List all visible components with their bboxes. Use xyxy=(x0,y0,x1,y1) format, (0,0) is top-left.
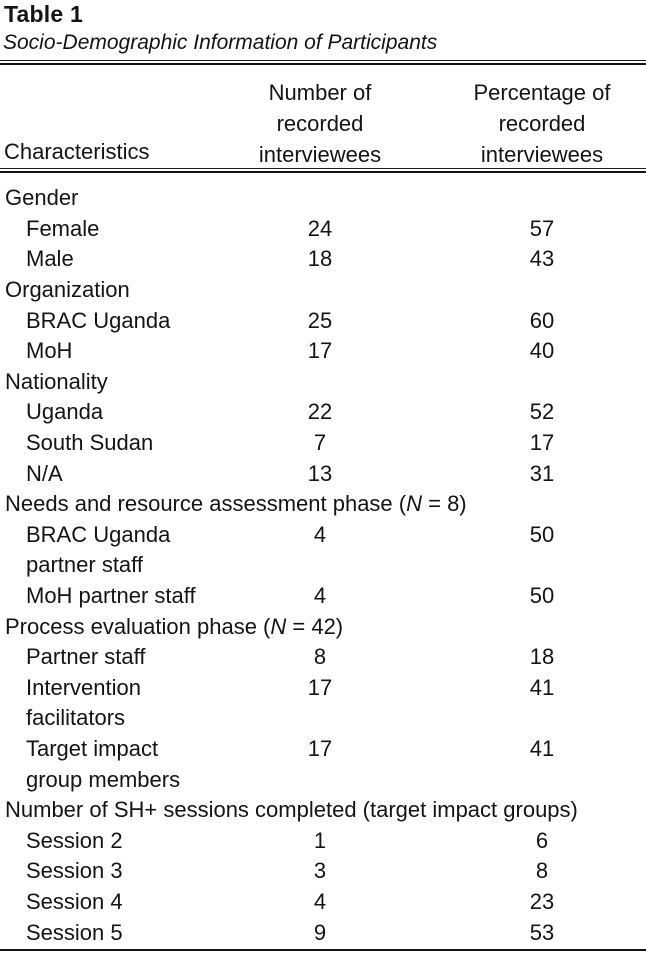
row-label: BRAC Uganda xyxy=(26,521,171,547)
row-label: Session 4 xyxy=(26,888,123,914)
row-label: Session 2 xyxy=(26,827,123,853)
row-label: facilitators xyxy=(26,705,126,731)
table-subtitle: Socio-Demographic Information of Partici… xyxy=(3,31,438,54)
cell-number-of-interviewees: 1 xyxy=(313,827,327,853)
row-label: N/A xyxy=(26,460,63,486)
table-row: MoH partner staff 4 50 xyxy=(0,581,646,612)
table-row: facilitators xyxy=(0,703,646,734)
row-label: Female xyxy=(26,215,100,241)
cell-number-of-interviewees: 17 xyxy=(307,674,333,700)
cell-percentage-of-interviewees: 41 xyxy=(529,674,555,700)
table-row: MoH 17 40 xyxy=(0,336,646,367)
cell-number-of-interviewees: 4 xyxy=(313,583,327,609)
table-header-rule xyxy=(0,168,646,173)
table-top-rule xyxy=(0,60,646,65)
table-row: South Sudan 7 17 xyxy=(0,428,646,459)
row-label: Session 3 xyxy=(26,858,123,884)
cell-number-of-interviewees: 18 xyxy=(307,246,333,272)
cell-percentage-of-interviewees: 18 xyxy=(529,644,555,670)
section-row: Organization xyxy=(0,275,646,306)
section-row: Number of SH+ sessions completed (target… xyxy=(0,795,646,826)
row-label: Organization xyxy=(5,277,130,303)
cell-number-of-interviewees: 9 xyxy=(313,919,327,945)
table-row: Male 18 43 xyxy=(0,244,646,275)
row-label: MoH partner staff xyxy=(26,583,196,609)
cell-number-of-interviewees: 17 xyxy=(307,338,333,364)
cell-percentage-of-interviewees: 50 xyxy=(529,583,555,609)
cell-percentage-of-interviewees: 17 xyxy=(529,430,555,456)
table-row: BRAC Uganda 25 60 xyxy=(0,305,646,336)
table-row: N/A 13 31 xyxy=(0,458,646,489)
section-row: Process evaluation phase (N = 42) xyxy=(0,611,646,642)
row-label: Nationality xyxy=(5,368,108,394)
table-row: BRAC Uganda 4 50 xyxy=(0,520,646,551)
cell-percentage-of-interviewees: 60 xyxy=(529,307,555,333)
cell-percentage-of-interviewees: 43 xyxy=(529,246,555,272)
section-row: Nationality xyxy=(0,367,646,398)
row-label: South Sudan xyxy=(26,430,154,456)
cell-percentage-of-interviewees: 23 xyxy=(529,888,555,914)
table-bottom-rule xyxy=(0,949,646,951)
column-header-percentage-line3: interviewees xyxy=(480,141,604,167)
cell-number-of-interviewees: 13 xyxy=(307,460,333,486)
cell-number-of-interviewees: 17 xyxy=(307,735,333,761)
table-row: Target impact 17 41 xyxy=(0,734,646,765)
row-label: MoH xyxy=(26,338,73,364)
row-label: Session 5 xyxy=(26,919,123,945)
column-header-percentage-line2: recorded xyxy=(498,110,586,136)
cell-percentage-of-interviewees: 52 xyxy=(529,399,555,425)
cell-percentage-of-interviewees: 53 xyxy=(529,919,555,945)
row-label: BRAC Uganda xyxy=(26,307,171,333)
row-label: Target impact xyxy=(26,735,159,761)
cell-number-of-interviewees: 7 xyxy=(313,430,327,456)
table-row: Session 3 3 8 xyxy=(0,856,646,887)
cell-percentage-of-interviewees: 31 xyxy=(529,460,555,486)
cell-percentage-of-interviewees: 57 xyxy=(529,215,555,241)
column-header-number-line3: interviewees xyxy=(258,141,382,167)
table-row: Intervention 17 41 xyxy=(0,673,646,704)
row-label: Intervention xyxy=(26,674,141,700)
row-label: Uganda xyxy=(26,399,104,425)
cell-number-of-interviewees: 8 xyxy=(313,644,327,670)
cell-number-of-interviewees: 25 xyxy=(307,307,333,333)
table-row: Session 4 4 23 xyxy=(0,887,646,918)
cell-percentage-of-interviewees: 40 xyxy=(529,338,555,364)
row-label: partner staff xyxy=(26,552,143,578)
table-header-row: Characteristics Number of recorded inter… xyxy=(0,65,646,168)
column-header-number: Number of recorded interviewees xyxy=(238,78,402,170)
table-row: partner staff xyxy=(0,550,646,581)
row-label: Gender xyxy=(5,185,79,211)
row-label: Needs and resource assessment phase (N =… xyxy=(5,491,467,517)
table-row: group members xyxy=(0,764,646,795)
cell-number-of-interviewees: 24 xyxy=(307,215,333,241)
cell-percentage-of-interviewees: 50 xyxy=(529,521,555,547)
cell-number-of-interviewees: 22 xyxy=(307,399,333,425)
section-row: Needs and resource assessment phase (N =… xyxy=(0,489,646,520)
cell-number-of-interviewees: 4 xyxy=(313,521,327,547)
table-row: Partner staff 8 18 xyxy=(0,642,646,673)
column-header-number-line1: Number of xyxy=(268,80,372,105)
row-label: Number of SH+ sessions completed (target… xyxy=(5,797,578,823)
column-header-percentage-line1: Percentage of xyxy=(473,80,611,105)
table-row: Session 2 1 6 xyxy=(0,825,646,856)
cell-number-of-interviewees: 3 xyxy=(313,858,327,884)
cell-percentage-of-interviewees: 8 xyxy=(535,858,549,884)
row-label: Male xyxy=(26,246,74,272)
column-header-characteristics: Characteristics xyxy=(4,139,150,164)
table-row: Uganda 22 52 xyxy=(0,397,646,428)
column-header-percentage: Percentage of recorded interviewees xyxy=(460,78,624,170)
row-label: Partner staff xyxy=(26,644,146,670)
cell-number-of-interviewees: 4 xyxy=(313,888,327,914)
section-row: Gender xyxy=(0,183,646,214)
table-number-title: Table 1 xyxy=(4,1,83,27)
table-row: Session 5 9 53 xyxy=(0,917,646,948)
cell-percentage-of-interviewees: 6 xyxy=(535,827,549,853)
row-label: Process evaluation phase (N = 42) xyxy=(5,613,344,639)
table-body: Gender Female 24 57 Male 18 43 Organization BRAC… xyxy=(0,173,646,948)
cell-percentage-of-interviewees: 41 xyxy=(529,735,555,761)
table-row: Female 24 57 xyxy=(0,214,646,245)
column-header-number-line2: recorded xyxy=(276,110,364,136)
row-label: group members xyxy=(26,766,181,792)
